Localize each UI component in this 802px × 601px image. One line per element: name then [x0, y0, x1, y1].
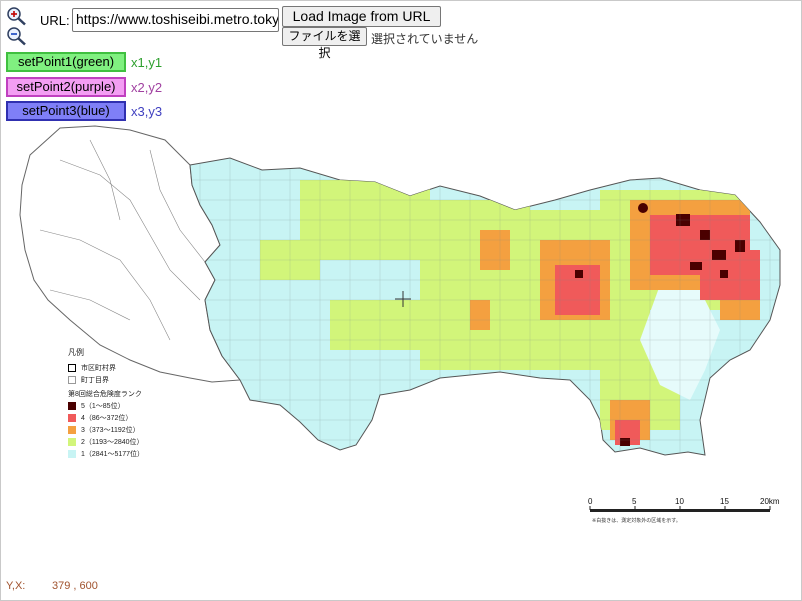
scale-tick-0: 0 [588, 497, 593, 506]
map-legend: 凡例 市区町村界 町丁目界 第8回総合危険度ランク 5（1～85位） 4（86～… [68, 347, 144, 460]
set-point2-button[interactable]: setPoint2(purple) [6, 77, 126, 97]
url-input[interactable]: https://www.toshiseibi.metro.tokyo [72, 8, 279, 32]
rank3-swatch [68, 426, 76, 434]
rank5-swatch [68, 402, 76, 410]
rank1-swatch [68, 450, 76, 458]
set-point1-button[interactable]: setPoint1(green) [6, 52, 126, 72]
load-image-button[interactable]: Load Image from URL [282, 6, 441, 27]
city-boundary-swatch [68, 364, 76, 372]
zoom-out-icon[interactable] [6, 26, 28, 46]
zoom-in-icon[interactable] [6, 6, 28, 26]
legend-rank3: 3（373～1192位） [81, 427, 140, 434]
rank4-swatch [68, 414, 76, 422]
point2-value: x2,y2 [131, 80, 163, 95]
legend-rank2: 2（1193～2840位） [81, 439, 144, 446]
legend-city-boundary: 市区町村界 [81, 365, 116, 372]
scale-tick-15: 15 [720, 497, 729, 506]
scale-tick-5: 5 [632, 497, 637, 506]
legend-title: 凡例 [68, 348, 84, 357]
scale-tick-10: 10 [675, 497, 684, 506]
map-note: ※白抜きは、測定対象外の区域を示す。 [592, 518, 681, 524]
url-label: URL: [40, 13, 70, 28]
choose-file-button[interactable]: ファイルを選択 [282, 27, 367, 60]
point3-value: x3,y3 [131, 104, 163, 119]
point1-value: x1,y1 [131, 55, 163, 70]
legend-rank5: 5（1～85位） [81, 403, 125, 410]
scale-tick-20km: 20km [760, 497, 780, 506]
legend-town-boundary: 町丁目界 [81, 377, 109, 384]
town-boundary-swatch [68, 376, 76, 384]
legend-rank4: 4（86～372位） [81, 415, 133, 422]
legend-rank1: 1（2841～5177位） [81, 451, 145, 458]
set-point3-button[interactable]: setPoint3(blue) [6, 101, 126, 121]
rank2-swatch [68, 438, 76, 446]
legend-rank-title: 第8回総合危険度ランク [68, 391, 142, 398]
file-status: 選択されていません [371, 32, 479, 46]
map-image[interactable] [0, 120, 802, 560]
coord-value: 379 , 600 [52, 580, 98, 592]
coord-label: Y,X: [6, 580, 26, 592]
